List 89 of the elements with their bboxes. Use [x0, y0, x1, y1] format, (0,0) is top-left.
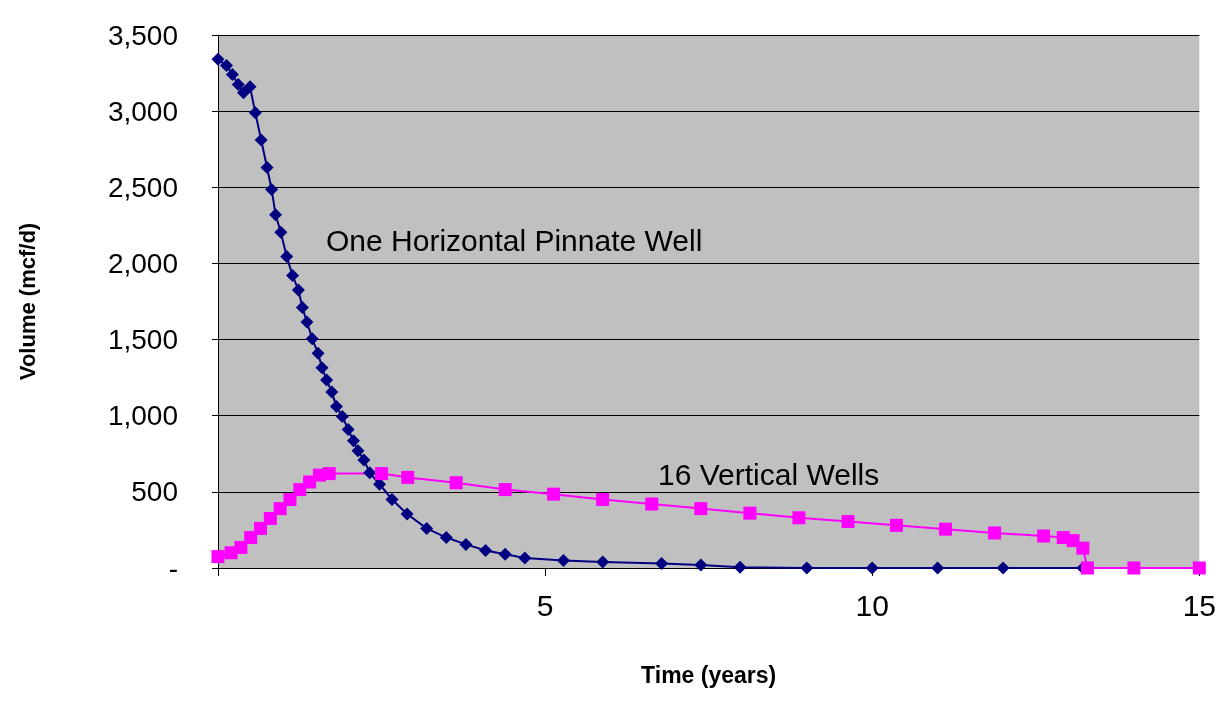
- point: [293, 483, 307, 497]
- point: [498, 547, 512, 561]
- point: [243, 80, 257, 94]
- point: [329, 400, 343, 414]
- y-tick-label: -: [168, 552, 178, 584]
- point: [341, 422, 355, 436]
- point: [792, 511, 806, 525]
- x-axis-title: Time (years): [641, 661, 777, 688]
- point: [800, 561, 814, 575]
- point: [988, 526, 1002, 540]
- point: [479, 543, 493, 557]
- point: [320, 373, 334, 387]
- point: [449, 476, 463, 490]
- point: [556, 553, 570, 567]
- y-tick-label: 3,500: [107, 19, 178, 51]
- y-tick-label: 2,500: [107, 171, 178, 203]
- point: [439, 531, 453, 545]
- point: [225, 68, 239, 82]
- point: [865, 561, 879, 575]
- point: [335, 409, 349, 423]
- y-tick-label: 500: [131, 476, 178, 508]
- point: [498, 483, 512, 497]
- point: [237, 86, 251, 100]
- point: [269, 208, 283, 222]
- point: [996, 561, 1010, 575]
- point: [295, 301, 309, 315]
- point: [694, 558, 708, 572]
- point: [346, 434, 360, 448]
- point: [385, 492, 399, 506]
- series-label: 16 Vertical Wells: [658, 457, 880, 491]
- point: [733, 560, 747, 574]
- point: [645, 497, 659, 511]
- point: [300, 315, 314, 329]
- point: [220, 58, 233, 72]
- y-tick-label: 3,000: [107, 95, 178, 127]
- point: [315, 361, 329, 375]
- point: [459, 537, 473, 551]
- point: [420, 521, 434, 535]
- point: [363, 466, 377, 480]
- point: [254, 133, 268, 147]
- point: [283, 492, 297, 506]
- point: [248, 106, 262, 120]
- point: [889, 518, 903, 532]
- point: [274, 225, 288, 239]
- point: [655, 556, 669, 570]
- point: [254, 521, 268, 535]
- point: [234, 540, 248, 554]
- point: [286, 269, 300, 283]
- y-tick-label: 1,500: [107, 324, 178, 356]
- point: [1076, 541, 1090, 555]
- point: [518, 551, 532, 565]
- point: [263, 512, 277, 526]
- point: [265, 183, 279, 197]
- point: [596, 555, 610, 569]
- point: [401, 470, 415, 484]
- point: [596, 492, 610, 506]
- y-tick-label: 2,000: [107, 247, 178, 279]
- point: [260, 160, 274, 174]
- y-axis-title: Volume (mcf/d): [14, 222, 40, 381]
- x-tick-label: 10: [855, 588, 889, 622]
- point: [211, 550, 225, 564]
- point: [231, 77, 245, 91]
- point: [291, 283, 305, 297]
- point: [322, 467, 336, 481]
- point: [547, 487, 561, 501]
- x-tick-label: 5: [536, 588, 554, 622]
- point: [325, 385, 339, 399]
- point: [244, 531, 258, 545]
- point: [305, 332, 319, 346]
- point: [351, 444, 365, 458]
- point: [938, 522, 952, 536]
- point: [1127, 561, 1141, 575]
- point: [273, 502, 287, 516]
- point: [1037, 529, 1051, 543]
- point: [694, 502, 708, 516]
- point: [1192, 561, 1206, 575]
- point: [400, 507, 414, 521]
- point: [211, 52, 225, 66]
- point: [841, 515, 855, 529]
- point: [280, 250, 294, 264]
- point: [931, 561, 945, 575]
- point: [743, 506, 757, 520]
- point: [311, 346, 325, 360]
- x-tick-label: 15: [1182, 588, 1216, 622]
- y-tick-label: 1,000: [107, 400, 178, 432]
- point: [357, 453, 371, 467]
- point: [1080, 561, 1094, 575]
- point: [375, 467, 389, 481]
- series-label: One Horizontal Pinnate Well: [326, 223, 703, 257]
